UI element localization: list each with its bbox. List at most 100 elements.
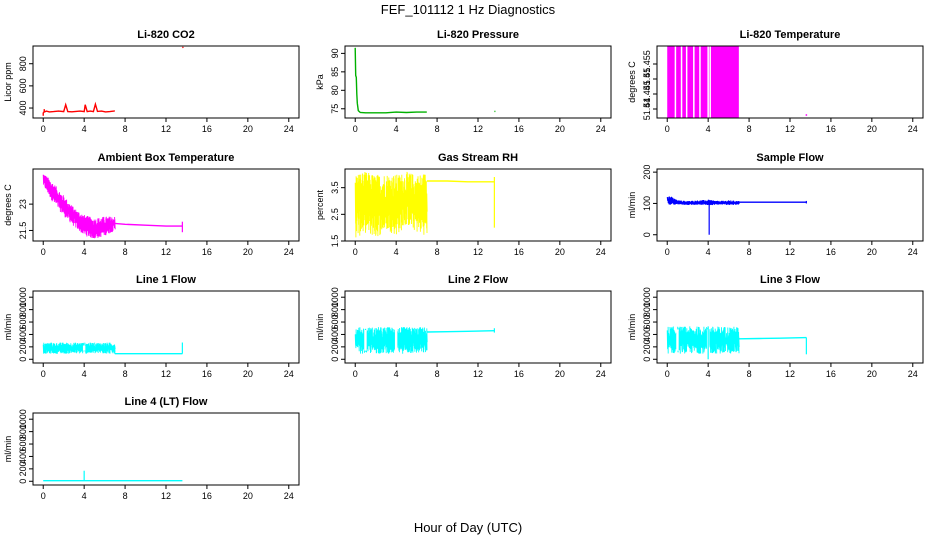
y-tick-label: 1000 <box>642 287 652 307</box>
chart-panel: Ambient Box Temperature degrees C 0 4 8 12 16 2… <box>3 152 300 257</box>
x-tick-label: 4 <box>394 124 399 134</box>
x-tick-label: 16 <box>826 369 836 379</box>
y-tick-label: 800 <box>330 302 340 317</box>
y-axis-label: percent <box>315 189 325 220</box>
x-tick-label: 20 <box>243 247 253 257</box>
plot-frame <box>656 168 924 242</box>
y-tick-label: 51.45 <box>642 68 652 91</box>
x-tick-label: 0 <box>665 124 670 134</box>
plot-frame <box>344 290 612 364</box>
x-tick-label: 20 <box>555 124 565 134</box>
x-tick-label: 24 <box>596 124 606 134</box>
panel-title: Gas Stream RH <box>438 152 518 164</box>
y-tick-label: 400 <box>18 327 28 342</box>
x-tick-label: 4 <box>394 369 399 379</box>
y-tick-label: 800 <box>18 56 28 71</box>
x-tick-label: 12 <box>473 369 483 379</box>
y-tick-label: 200 <box>18 461 28 476</box>
panel-title: Ambient Box Temperature <box>98 152 235 164</box>
y-tick-label: 0 <box>18 357 28 362</box>
y-tick-label: 0 <box>18 479 28 484</box>
y-tick-label: 200 <box>642 165 652 180</box>
data-gap <box>676 329 679 351</box>
x-tick-label: 8 <box>123 369 128 379</box>
x-tick-label: 20 <box>867 124 877 134</box>
y-tick-label: 23 <box>18 199 28 209</box>
x-tick-label: 24 <box>908 247 918 257</box>
data-line <box>42 101 116 114</box>
y-tick-label: 200 <box>330 339 340 354</box>
plot-frame <box>32 45 300 119</box>
y-tick-label: 75 <box>330 104 340 114</box>
x-tick-label: 20 <box>243 369 253 379</box>
x-tick-label: 0 <box>665 247 670 257</box>
figure-xlabel: Hour of Day (UTC) <box>414 520 522 535</box>
panel-title: Li-820 CO2 <box>137 29 194 41</box>
x-tick-label: 0 <box>353 247 358 257</box>
x-tick-label: 4 <box>394 247 399 257</box>
x-tick-label: 0 <box>41 124 46 134</box>
y-tick-label: 3.5 <box>330 181 340 194</box>
y-tick-label: 400 <box>330 327 340 342</box>
x-tick-label: 8 <box>435 247 440 257</box>
x-tick-label: 4 <box>82 247 87 257</box>
x-tick-label: 4 <box>82 369 87 379</box>
x-tick-label: 12 <box>473 124 483 134</box>
y-tick-label: 51.44 <box>642 98 652 121</box>
chart-panel: Li-820 Temperature degrees C 0 4 8 12 16 20 24 51… <box>627 29 924 134</box>
y-axis-label: ml/min <box>315 314 325 341</box>
data-gap <box>394 330 398 351</box>
y-tick-label: 600 <box>18 315 28 330</box>
y-tick-label: 400 <box>18 449 28 464</box>
panel-title: Line 4 (LT) Flow <box>125 396 208 408</box>
x-tick-label: 8 <box>747 369 752 379</box>
x-tick-label: 24 <box>284 491 294 501</box>
data-series <box>354 327 428 354</box>
data-series <box>42 342 116 354</box>
y-tick-label: 100 <box>642 196 652 211</box>
x-tick-label: 4 <box>706 369 711 379</box>
y-tick-label: 400 <box>18 101 28 116</box>
data-series <box>666 196 740 206</box>
plot-area <box>354 327 495 354</box>
y-tick-label: 400 <box>642 327 652 342</box>
figure-title: FEF_101112 1 Hz Diagnostics <box>381 2 556 17</box>
plot-area <box>354 47 496 114</box>
y-tick-label: 90 <box>330 48 340 58</box>
x-tick-label: 8 <box>123 491 128 501</box>
x-tick-label: 16 <box>202 247 212 257</box>
y-tick-label: 1000 <box>18 287 28 307</box>
x-tick-label: 12 <box>161 247 171 257</box>
data-line <box>426 180 495 183</box>
x-tick-label: 12 <box>161 124 171 134</box>
y-axis-label: ml/min <box>3 314 13 341</box>
plot-area <box>667 46 808 118</box>
x-tick-label: 16 <box>202 369 212 379</box>
data-series <box>42 174 116 239</box>
x-tick-label: 24 <box>596 369 606 379</box>
y-tick-label: 200 <box>18 339 28 354</box>
data-line <box>354 47 427 114</box>
x-tick-label: 12 <box>161 369 171 379</box>
plot-frame <box>32 290 300 364</box>
x-tick-label: 16 <box>202 491 212 501</box>
chart-panel: Line 3 Flow ml/min 0 4 8 12 16 20 24 0 20040060080… <box>627 274 924 379</box>
y-tick-label: 200 <box>642 339 652 354</box>
chart-panel: Li-820 CO2 Licor ppm 0 4 8 12 16 20 24 400 600 800 <box>3 29 300 134</box>
data-series <box>354 171 428 238</box>
x-tick-label: 8 <box>123 247 128 257</box>
x-tick-label: 0 <box>41 247 46 257</box>
chart-panel: Line 1 Flow ml/min 0 4 8 12 16 20 24 0 20040060080… <box>3 274 300 379</box>
x-tick-label: 20 <box>555 369 565 379</box>
plot-area <box>666 326 807 360</box>
x-tick-label: 20 <box>867 369 877 379</box>
x-tick-label: 8 <box>435 124 440 134</box>
chart-panel: Line 4 (LT) Flow ml/min 0 4 8 12 16 20 24 0 200400… <box>3 396 300 501</box>
x-tick-label: 0 <box>41 491 46 501</box>
y-tick-label: 2.5 <box>330 208 340 221</box>
x-tick-label: 20 <box>243 491 253 501</box>
plot-frame <box>32 412 300 486</box>
x-tick-label: 20 <box>867 247 877 257</box>
y-tick-label: 1.5 <box>330 235 340 248</box>
